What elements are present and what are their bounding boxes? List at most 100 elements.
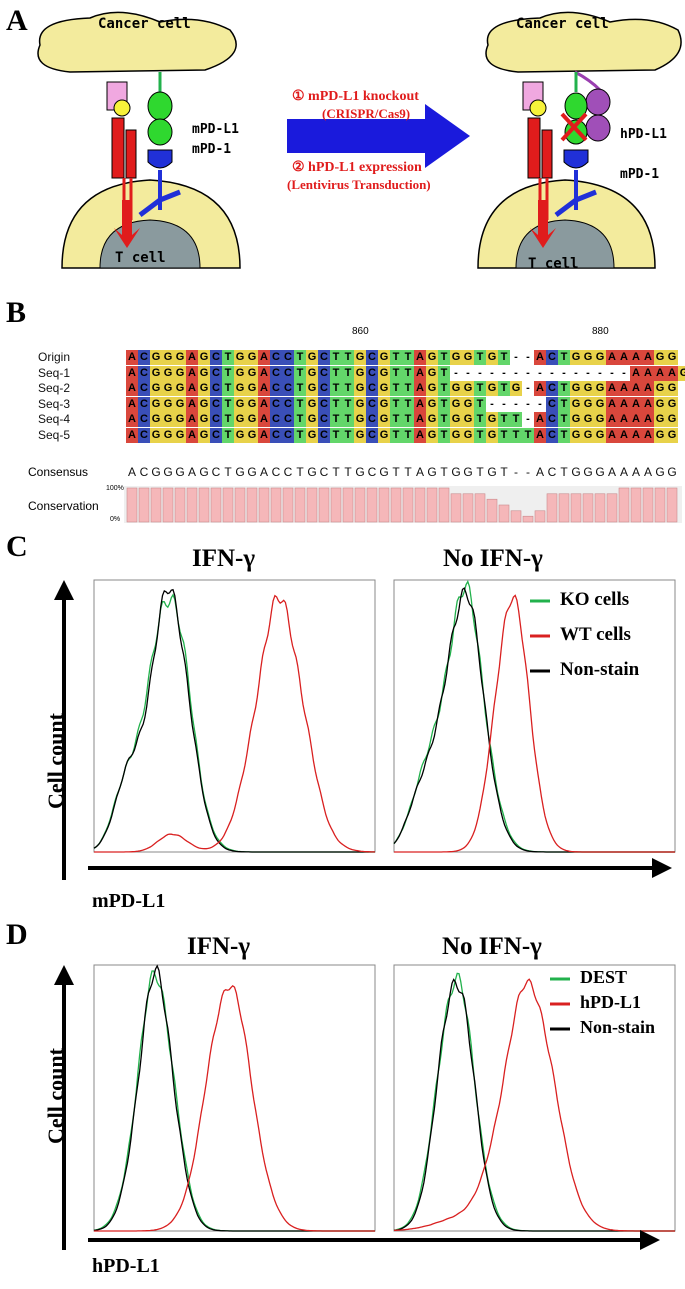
panel-d-title-left: IFN-γ [187, 933, 251, 960]
right-hpdl1-label: hPD-L1 [620, 127, 667, 142]
nucleotide-cell: - [510, 350, 522, 365]
consensus-base: T [440, 465, 448, 479]
panel-d-letter: D [6, 918, 28, 951]
consensus-base: C [283, 465, 293, 479]
nucleotide-cell: T [294, 396, 306, 412]
nucleotide-cell: G [198, 381, 210, 397]
conservation-bar [594, 493, 606, 523]
nucleotide-cell: T [474, 381, 486, 397]
nucleotide-cell: C [282, 365, 294, 381]
tick-860: 860 [352, 326, 369, 337]
nucleotide-cell: G [378, 396, 390, 412]
sequence-name: Seq-5 [38, 428, 71, 442]
nucleotide-cell: A [630, 412, 642, 428]
nucleotide-cell: T [498, 381, 510, 397]
conservation-bar [426, 487, 438, 523]
nucleotide-cell: - [510, 365, 522, 381]
nucleotide-cell: - [582, 365, 594, 381]
nucleotide-cell: T [510, 412, 522, 428]
ko-cells-curve [393, 580, 675, 853]
left-cancer-cell-label: Cancer cell [98, 16, 191, 32]
nucleotide-cell: - [594, 365, 606, 381]
conservation-background [124, 486, 682, 523]
consensus-base: G [427, 465, 437, 479]
nucleotide-cell: A [414, 350, 426, 365]
nucleotide-cell: C [138, 396, 150, 412]
nucleotide-cell: C [270, 396, 282, 412]
step1-method: (CRISPR/Cas9) [322, 106, 411, 121]
nucleotide-cell: T [558, 428, 570, 443]
nucleotide-cell: G [246, 381, 258, 397]
nucleotide-cell: G [246, 412, 258, 428]
nucleotide-cell: A [534, 381, 546, 397]
consensus-base: G [571, 465, 581, 479]
nucleotide-cell: G [306, 365, 318, 381]
nucleotide-cell: T [222, 412, 234, 428]
conservation-bar [450, 493, 462, 523]
consensus-base: G [667, 465, 677, 479]
consensus-base: T [296, 465, 304, 479]
nucleotide-cell: G [306, 350, 318, 365]
panel-c-letter: C [6, 530, 28, 563]
nucleotide-cell: G [666, 381, 678, 397]
nucleotide-cell: G [378, 365, 390, 381]
conservation-bar [162, 487, 174, 523]
nucleotide-cell: G [150, 365, 162, 381]
nucleotide-cell: T [402, 350, 414, 365]
nucleotide-cell: T [474, 350, 486, 365]
nucleotide-cell: G [162, 350, 174, 365]
non-stain-curve [93, 964, 375, 1232]
nucleotide-cell: G [462, 396, 474, 412]
nucleotide-cell: G [174, 381, 186, 397]
nucleotide-cell: G [582, 412, 594, 428]
panel-a-diagram [37, 11, 682, 269]
nucleotide-cell: - [606, 365, 618, 381]
nucleotide-cell: T [342, 396, 354, 412]
nucleotide-cell: A [186, 350, 198, 365]
conservation-bar [330, 487, 342, 523]
nucleotide-cell: A [186, 428, 198, 443]
nucleotide-cell: G [198, 412, 210, 428]
consensus-base: C [367, 465, 377, 479]
nucleotide-cell: - [522, 365, 534, 381]
nucleotide-cell: A [258, 365, 270, 381]
panel-d-xlabel: hPD-L1 [92, 1255, 160, 1277]
conservation-bar [246, 487, 258, 523]
nucleotide-cell: G [462, 381, 474, 397]
nucleotide-cell: G [234, 396, 246, 412]
step1-label: ① mPD-L1 knockout [292, 89, 419, 104]
nucleotide-cell: T [390, 412, 402, 428]
nucleotide-cell: A [534, 412, 546, 428]
nucleotide-cell: A [126, 350, 138, 365]
nucleotide-cell: C [210, 396, 222, 412]
conservation-bar [150, 487, 162, 523]
nucleotide-cell: G [426, 396, 438, 412]
left-mpdl1-label: mPD-L1 [192, 122, 239, 137]
conservation-bar [126, 487, 138, 523]
tick-marks [0, 0, 685, 290]
conservation-bar [654, 487, 666, 523]
nucleotide-cell: T [498, 428, 510, 443]
nucleotide-cell: T [438, 365, 450, 381]
conservation-bar [378, 487, 390, 523]
consensus-base: G [595, 465, 605, 479]
consensus-base: C [319, 465, 329, 479]
nucleotide-cell: G [678, 365, 685, 381]
consensus-base: A [631, 465, 640, 479]
nucleotide-cell: - [522, 412, 534, 428]
nucleotide-cell: T [342, 365, 354, 381]
nucleotide-cell: C [282, 350, 294, 365]
conservation-bar [546, 493, 558, 523]
nucleotide-cell: C [270, 381, 282, 397]
nucleotide-cell: G [450, 381, 462, 397]
nucleotide-cell: G [666, 428, 678, 443]
nucleotide-cell: A [642, 381, 654, 397]
consensus-base: G [247, 465, 257, 479]
conservation-bar [510, 510, 522, 523]
nucleotide-cell: C [546, 381, 558, 397]
panel-c-title-right: No IFN-γ [443, 545, 543, 572]
nucleotide-cell: A [258, 381, 270, 397]
panel-a-letter: A [6, 4, 28, 37]
nucleotide-cell: C [210, 381, 222, 397]
nucleotide-cell: G [582, 350, 594, 365]
